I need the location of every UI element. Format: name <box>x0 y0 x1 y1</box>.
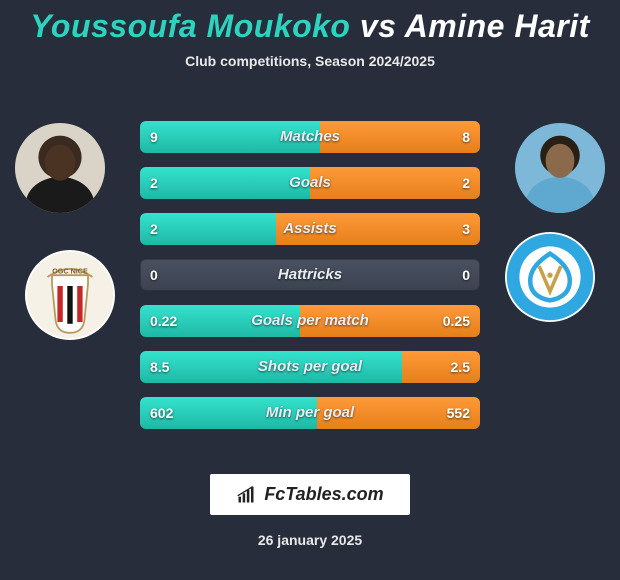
stats-rows: 98Matches 22Goals 23Assists 00Hattricks 0.22… <box>140 121 480 443</box>
player2-name: Amine Harit <box>405 8 590 44</box>
svg-text:OGC NICE: OGC NICE <box>52 266 88 275</box>
vs-label: vs <box>360 8 397 44</box>
player2-club-badge <box>505 232 595 322</box>
stat-row: 98Matches <box>140 121 480 153</box>
chart-icon <box>236 485 256 505</box>
stat-label: Hattricks <box>140 259 480 291</box>
stat-row: 602552Min per goal <box>140 397 480 429</box>
date-label: 26 january 2025 <box>0 532 620 548</box>
comparison-card: Youssoufa Moukoko vs Amine Harit Club co… <box>0 0 620 580</box>
stat-row: 00Hattricks <box>140 259 480 291</box>
stat-row: 22Goals <box>140 167 480 199</box>
stat-row: 23Assists <box>140 213 480 245</box>
person-icon <box>515 123 605 213</box>
stat-row: 0.220.25Goals per match <box>140 305 480 337</box>
brand-badge[interactable]: FcTables.com <box>210 474 409 515</box>
club-icon <box>505 232 595 322</box>
footer: FcTables.com <box>0 474 620 515</box>
stat-label: Goals per match <box>140 305 480 337</box>
stat-label: Assists <box>140 213 480 245</box>
person-icon <box>15 123 105 213</box>
player1-name: Youssoufa Moukoko <box>30 8 350 44</box>
brand-text: FcTables.com <box>264 484 383 505</box>
page-title: Youssoufa Moukoko vs Amine Harit <box>0 0 620 45</box>
player2-avatar <box>515 123 605 213</box>
stat-label: Shots per goal <box>140 351 480 383</box>
subtitle: Club competitions, Season 2024/2025 <box>0 53 620 69</box>
content-area: OGC NICE 98Matches 22Goals 23Assists 00Hatt… <box>0 105 620 485</box>
player1-club-badge: OGC NICE <box>25 250 115 340</box>
stat-label: Min per goal <box>140 397 480 429</box>
stat-label: Goals <box>140 167 480 199</box>
club-icon: OGC NICE <box>25 250 115 340</box>
player1-avatar <box>15 123 105 213</box>
stat-row: 8.52.5Shots per goal <box>140 351 480 383</box>
stat-label: Matches <box>140 121 480 153</box>
